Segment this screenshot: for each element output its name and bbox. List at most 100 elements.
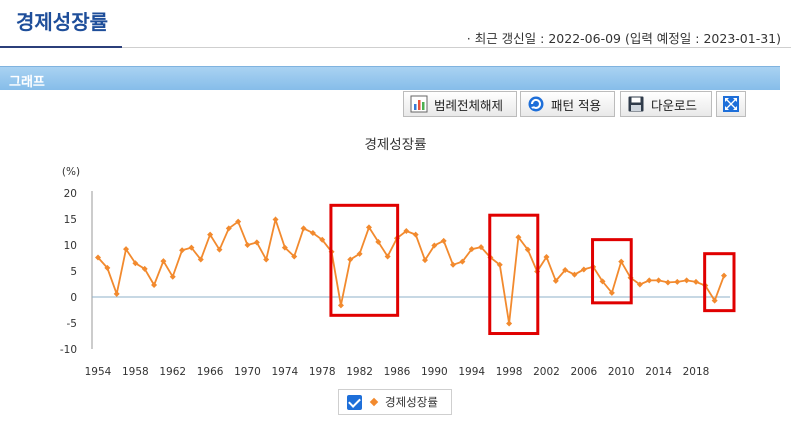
data-point-2009: [608, 289, 615, 296]
data-point-1958: [132, 260, 139, 267]
chart-title: 경제성장률: [364, 137, 427, 153]
x-tick-label: 1978: [309, 366, 336, 378]
title-divider: [122, 47, 791, 48]
data-point-1977: [309, 230, 316, 237]
expand-arrows-icon: [722, 95, 740, 113]
highlight-box-3: [591, 238, 633, 305]
data-point-1983: [365, 224, 372, 231]
legend-checkbox[interactable]: [347, 394, 362, 410]
download-button[interactable]: 다운로드: [620, 91, 712, 117]
x-tick-label: 1982: [346, 366, 373, 378]
data-point-2005: [571, 271, 578, 278]
x-tick-label: 1970: [234, 366, 261, 378]
x-tick-label: 1990: [421, 366, 448, 378]
data-point-1961: [160, 258, 167, 265]
data-point-1997: [496, 261, 503, 268]
x-tick-label: 2018: [683, 366, 710, 378]
data-point-2020: [711, 297, 718, 304]
section-label: 그래프: [9, 75, 45, 90]
data-point-1994: [468, 246, 475, 253]
data-point-1975: [291, 253, 298, 260]
data-point-1969: [235, 218, 242, 225]
data-point-1989: [422, 257, 429, 264]
chart-legend: 경제성장률: [338, 389, 452, 415]
data-point-2003: [552, 277, 559, 284]
y-tick-label: -5: [67, 318, 77, 330]
pattern-apply-label: 패턴 적용: [551, 97, 601, 113]
bar-chart-icon: [410, 95, 428, 113]
data-point-2016: [674, 278, 681, 285]
data-point-1974: [281, 244, 288, 251]
data-point-2018: [692, 278, 699, 285]
x-tick-label: 1986: [384, 366, 411, 378]
data-point-1982: [356, 250, 363, 257]
legend-toggle-label: 범례전체해제: [434, 97, 504, 113]
data-point-2012: [636, 281, 643, 288]
data-point-1984: [375, 238, 382, 245]
x-tick-label: 1962: [159, 366, 186, 378]
section-header: 그래프: [0, 66, 780, 90]
data-point-2002: [543, 253, 550, 260]
x-tick-label: 1974: [271, 366, 298, 378]
data-point-1956: [113, 290, 120, 297]
data-point-1972: [263, 256, 270, 263]
data-point-1976: [300, 225, 307, 232]
data-point-1992: [450, 261, 457, 268]
highlight-box-2: [488, 213, 540, 336]
data-point-1985: [384, 253, 391, 260]
y-tick-label: 5: [70, 266, 77, 278]
data-point-1999: [515, 234, 522, 241]
data-point-2004: [562, 266, 569, 273]
x-tick-label: 2014: [645, 366, 672, 378]
data-point-2014: [655, 277, 662, 284]
data-point-1978: [319, 236, 326, 243]
data-point-1980: [337, 302, 344, 309]
data-point-1960: [151, 282, 158, 289]
highlight-box-4: [703, 252, 736, 313]
fullscreen-button[interactable]: [716, 91, 746, 117]
data-point-1966: [207, 231, 214, 238]
data-point-1988: [412, 231, 419, 238]
data-point-1970: [244, 242, 251, 248]
y-tick-label: 20: [64, 188, 77, 200]
y-tick-label: 10: [64, 240, 77, 252]
series-line-growth-rate: [97, 216, 725, 324]
title-underline: [0, 46, 122, 48]
data-point-1963: [179, 247, 186, 254]
data-point-1968: [225, 225, 232, 232]
data-point-1959: [141, 265, 148, 272]
refresh-icon: [527, 95, 545, 113]
data-point-2013: [646, 277, 653, 284]
data-point-2021: [721, 272, 727, 279]
data-point-2006: [580, 266, 587, 273]
data-point-1998: [506, 320, 513, 327]
legend-series-label: 경제성장률: [385, 395, 438, 409]
x-tick-label: 1966: [197, 366, 224, 378]
data-point-1957: [123, 246, 130, 253]
x-tick-label: 1958: [122, 366, 149, 378]
y-tick-label: 0: [70, 292, 77, 304]
y-tick-label: 15: [64, 214, 77, 226]
x-tick-label: 1954: [85, 366, 112, 378]
data-point-1955: [104, 264, 111, 271]
page-title: 경제성장률: [16, 10, 108, 34]
data-point-1962: [169, 273, 176, 280]
x-tick-label: 1994: [458, 366, 485, 378]
x-tick-label: 2002: [533, 366, 560, 378]
data-point-1964: [188, 244, 195, 251]
data-point-1971: [253, 239, 260, 246]
x-tick-label: 2010: [608, 366, 635, 378]
data-point-1973: [272, 216, 279, 223]
data-point-2015: [664, 279, 671, 286]
x-tick-label: 2006: [570, 366, 597, 378]
data-point-1981: [347, 256, 354, 263]
pattern-apply-button[interactable]: 패턴 적용: [520, 91, 615, 117]
data-point-1993: [459, 258, 466, 265]
legend-toggle-button[interactable]: 범례전체해제: [403, 91, 517, 117]
data-point-2000: [524, 246, 531, 253]
data-point-1967: [216, 246, 223, 253]
update-info: · 최근 갱신일 : 2022-06-09 (입력 예정일 : 2023-01-…: [466, 31, 781, 46]
x-tick-label: 1998: [496, 366, 523, 378]
y-axis-unit-label: (%): [62, 166, 80, 178]
